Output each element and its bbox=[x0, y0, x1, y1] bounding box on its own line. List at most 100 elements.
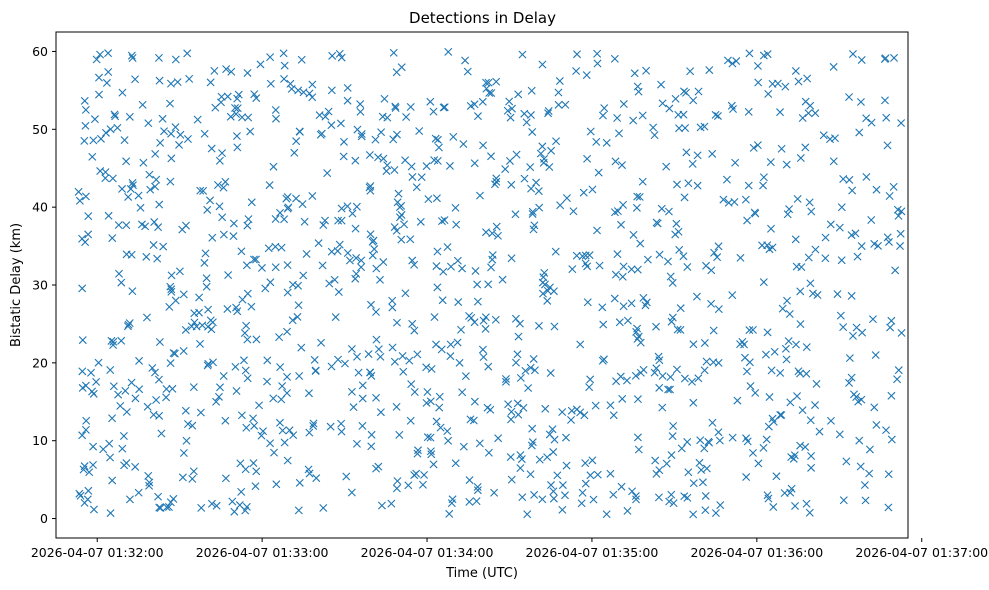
data-point bbox=[252, 467, 261, 476]
data-point bbox=[554, 100, 563, 109]
data-point bbox=[128, 287, 137, 296]
data-point bbox=[560, 491, 569, 500]
data-point bbox=[798, 406, 807, 415]
data-point bbox=[492, 177, 501, 186]
data-point bbox=[432, 262, 441, 271]
data-point bbox=[299, 88, 308, 97]
data-point bbox=[578, 488, 587, 497]
data-point bbox=[839, 496, 848, 505]
data-point bbox=[150, 218, 159, 227]
data-point bbox=[837, 256, 846, 265]
data-point bbox=[516, 464, 525, 473]
data-point bbox=[448, 495, 457, 504]
data-point bbox=[883, 233, 892, 242]
data-point bbox=[304, 389, 313, 398]
data-point bbox=[108, 414, 117, 423]
data-point bbox=[463, 67, 472, 76]
data-point bbox=[412, 183, 421, 192]
data-point bbox=[155, 76, 164, 85]
data-point bbox=[80, 136, 89, 145]
data-point bbox=[745, 49, 754, 58]
data-point bbox=[632, 203, 641, 212]
data-point bbox=[679, 110, 688, 119]
data-point bbox=[429, 107, 438, 116]
data-point bbox=[117, 278, 126, 287]
data-point bbox=[506, 415, 515, 424]
data-point bbox=[335, 49, 344, 58]
data-point bbox=[247, 302, 256, 311]
data-point bbox=[195, 293, 204, 302]
data-point bbox=[151, 368, 159, 377]
data-point bbox=[744, 107, 753, 116]
data-point bbox=[588, 185, 597, 194]
data-point bbox=[351, 274, 360, 283]
data-point bbox=[182, 436, 191, 445]
data-point bbox=[144, 119, 153, 128]
data-point bbox=[855, 128, 864, 137]
data-point bbox=[432, 417, 441, 426]
data-point bbox=[550, 322, 559, 331]
data-point bbox=[401, 156, 410, 165]
data-point bbox=[693, 181, 702, 190]
data-point bbox=[334, 288, 343, 297]
data-point bbox=[519, 403, 528, 412]
data-point bbox=[297, 343, 306, 352]
data-point bbox=[856, 97, 865, 106]
data-point bbox=[813, 291, 822, 300]
data-point bbox=[558, 408, 567, 417]
data-point bbox=[885, 192, 894, 200]
data-point bbox=[767, 366, 776, 375]
data-point bbox=[794, 77, 803, 86]
data-point bbox=[455, 358, 464, 367]
data-point bbox=[667, 490, 676, 499]
data-point bbox=[791, 501, 800, 510]
data-point bbox=[423, 388, 432, 396]
data-point bbox=[279, 49, 288, 58]
data-point bbox=[759, 278, 768, 287]
data-point bbox=[487, 152, 496, 161]
data-point bbox=[188, 421, 197, 430]
data-point bbox=[666, 373, 675, 382]
data-point bbox=[426, 397, 435, 406]
data-point bbox=[278, 382, 287, 391]
data-point bbox=[444, 47, 453, 56]
data-point bbox=[478, 345, 487, 354]
data-point bbox=[107, 336, 116, 345]
data-point bbox=[528, 127, 537, 136]
data-point bbox=[210, 66, 219, 75]
data-point bbox=[473, 112, 482, 121]
data-point bbox=[689, 510, 698, 519]
data-point bbox=[75, 489, 84, 498]
data-point bbox=[848, 186, 857, 195]
data-point bbox=[623, 506, 632, 515]
data-point bbox=[367, 442, 376, 451]
data-point bbox=[736, 253, 745, 262]
data-point bbox=[457, 325, 465, 334]
data-point bbox=[298, 200, 307, 209]
plot-frame bbox=[55, 31, 909, 539]
data-point bbox=[530, 490, 539, 499]
data-point bbox=[654, 352, 663, 361]
data-point bbox=[516, 373, 525, 382]
data-point bbox=[514, 332, 523, 341]
data-point bbox=[842, 457, 851, 466]
data-point bbox=[619, 200, 628, 209]
data-point bbox=[632, 495, 641, 504]
data-point bbox=[237, 487, 246, 496]
data-point bbox=[538, 142, 547, 151]
data-point bbox=[576, 408, 585, 417]
data-point bbox=[408, 256, 417, 265]
data-point bbox=[769, 503, 778, 512]
data-point bbox=[229, 232, 238, 241]
data-point bbox=[540, 154, 549, 163]
data-point bbox=[652, 322, 661, 331]
data-point bbox=[136, 203, 145, 212]
data-point bbox=[733, 396, 742, 405]
data-point bbox=[166, 282, 175, 291]
data-point bbox=[84, 212, 93, 221]
data-point bbox=[592, 137, 601, 146]
data-point bbox=[807, 207, 816, 216]
data-point bbox=[836, 311, 845, 320]
data-point bbox=[520, 174, 529, 183]
data-point bbox=[696, 436, 705, 445]
